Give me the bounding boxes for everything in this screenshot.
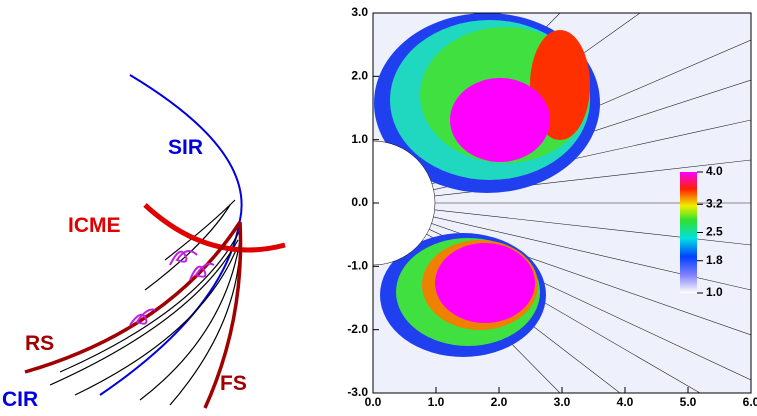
colorbar — [680, 172, 697, 293]
icme-label: ICME — [68, 214, 121, 237]
colorbar-tick-label: 1.0 — [706, 285, 723, 299]
x-tick-label: 2.0 — [491, 395, 508, 409]
x-tick-label: 1.0 — [428, 395, 445, 409]
icme-curve — [145, 205, 285, 250]
sir-label: SIR — [168, 136, 203, 159]
x-tick-label: 6.0 — [743, 395, 757, 409]
x-tick-label: 4.0 — [617, 395, 634, 409]
y-tick-label: 2.0 — [351, 69, 368, 83]
schematic: SIR ICME RS FS CIR — [2, 75, 285, 411]
y-tick-label: 0.0 — [351, 195, 368, 209]
colorbar-tick-label: 4.0 — [706, 164, 723, 178]
colorbar-tick-label: 2.5 — [706, 225, 723, 239]
x-tick-label: 5.0 — [680, 395, 697, 409]
sir-curve — [100, 75, 242, 395]
figure: SIR ICME RS FS CIR 0.0 1.0 2.0 3.0 4.0 5.0 6.0… — [0, 0, 757, 411]
rs-label: RS — [25, 332, 54, 355]
y-tick-label: 3.0 — [351, 5, 368, 19]
colorbar-tick-label: 1.8 — [706, 253, 723, 267]
colorbar-tick-label: 3.2 — [706, 196, 723, 210]
y-tick-label: -2.0 — [347, 322, 368, 336]
y-tick-label: -1.0 — [347, 259, 368, 273]
fs-label: FS — [220, 372, 247, 395]
cir-label: CIR — [2, 388, 38, 411]
y-tick-label: 1.0 — [351, 132, 368, 146]
x-tick-label: 3.0 — [554, 395, 571, 409]
y-tick-label: -3.0 — [347, 385, 368, 399]
